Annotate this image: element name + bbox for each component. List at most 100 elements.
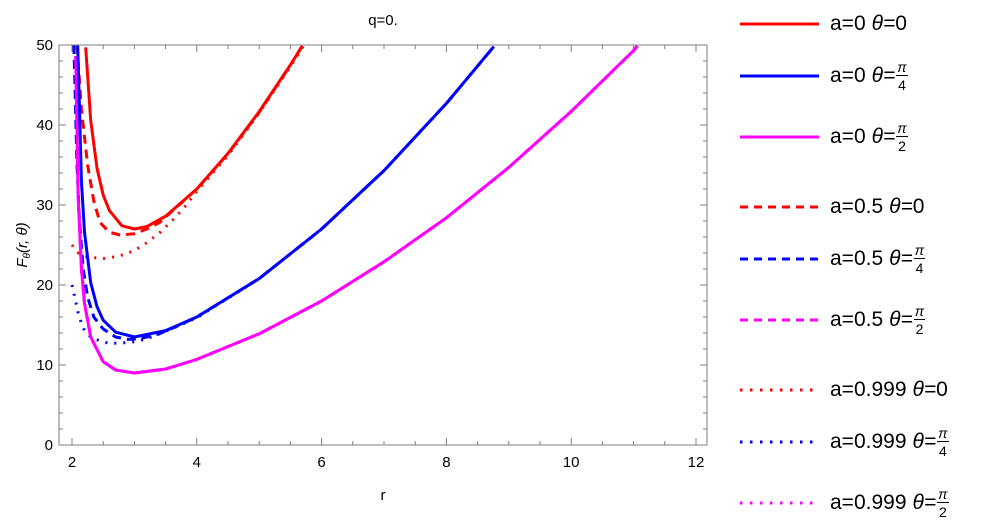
legend-label: a=0.5 θ= π 4 [830,239,926,279]
legend-swatch-icon [740,74,819,78]
legend-theta: θ= [889,247,913,270]
y-axis-label-sub: θ [22,252,33,258]
y-axis-label-main: F [14,258,31,268]
legend-swatch-icon [740,318,819,322]
plot-area [70,45,639,375]
y-tick-label: 40 [36,117,53,134]
legend-swatch-icon [740,135,819,139]
legend-theta: θ= [912,491,937,514]
legend-a-value: a=0.999 [830,491,907,514]
fraction-numerator: π [896,59,908,76]
series-curve [76,45,495,339]
legend-a-value: a=0 [830,64,866,87]
x-tick-label: 8 [442,454,450,471]
y-axis-label-args: (r, θ) [14,222,31,253]
legend-swatch-icon [740,440,819,444]
legend-swatch-icon [740,501,819,505]
x-tick-label: 12 [688,454,705,471]
fraction-numerator: π [896,120,908,137]
legend-theta: θ= [889,195,913,218]
legend-item: a=0.999 θ= π 4 [736,422,997,462]
legend-theta: θ= [912,430,937,453]
y-axis-label: Fθ(r, θ) [14,222,33,267]
legend-swatch-icon [740,22,819,26]
legend-item: a=0.5 θ= π 4 [736,239,997,279]
legend-item: a=0.5 θ= 0 [736,187,997,227]
legend-theta-value: 0 [912,195,925,218]
fraction-denominator: 2 [898,138,906,154]
legend-theta-value: 0 [895,12,907,35]
x-tick-label: 10 [563,454,580,471]
legend-theta: θ= [871,64,896,87]
legend-a-value: a=0.999 [830,378,907,401]
fraction-denominator: 4 [898,77,906,93]
svg-text:Fθ(r, θ): Fθ(r, θ) [14,222,33,267]
legend-swatch-icon [740,388,819,392]
legend-a-value: a=0.5 [830,195,884,218]
legend-a-value: a=0.5 [830,247,884,270]
fraction-numerator: π [913,242,926,259]
legend-theta: θ= [912,378,937,401]
x-tick-label: 4 [193,454,201,471]
y-tick-label: 20 [36,277,53,294]
fraction-numerator: π [937,425,949,442]
legend-theta: θ= [889,308,913,331]
data-curves [70,45,639,375]
series-curve [74,45,639,375]
legend-swatch-icon [740,257,819,261]
legend-item: a=0 θ= π 2 [736,117,997,157]
fraction-denominator: 4 [915,260,924,276]
legend-label: a=0.5 θ= 0 [830,187,924,227]
fraction-denominator: 2 [938,504,947,520]
series-curve [74,45,639,375]
series-curve [84,45,304,231]
legend-swatch-icon [740,205,819,209]
series-curve [74,45,639,375]
series-curve [72,45,495,341]
legend-theta: θ= [871,12,896,35]
legend-item: a=0 θ= π 4 [736,56,997,96]
fraction-denominator: 4 [938,443,947,459]
legend-label: a=0 θ= π 2 [830,117,908,157]
legend-label: a=0.999 θ= π 2 [830,483,949,523]
legend-a-value: a=0.5 [830,308,884,331]
legend-item: a=0.5 θ= π 2 [736,300,997,340]
chart-title: q=0. [368,12,398,29]
legend-theta-value: 0 [936,378,948,401]
legend-theta: θ= [871,125,896,148]
x-axis-label: r [381,487,386,504]
x-tick-label: 2 [68,454,76,471]
series-curve [70,45,306,261]
legend-item: a=0.999 θ= 0 [736,370,997,410]
legend-label: a=0.999 θ= 0 [830,370,948,410]
y-tick-label: 50 [36,37,53,54]
axis-tick-labels: 2 4 6 8 10 12 0 10 20 30 40 50 [36,37,704,471]
legend-a-value: a=0.999 [830,430,907,453]
legend-label: a=0 θ= π 4 [830,56,908,96]
legend-a-value: a=0 [830,125,866,148]
y-tick-label: 30 [36,197,53,214]
legend-item: a=0.999 θ= π 2 [736,483,997,523]
legend-a-value: a=0 [830,12,866,35]
y-tick-label: 0 [45,437,53,454]
fraction-numerator: π [937,486,949,503]
fraction-numerator: π [913,303,926,320]
legend-label: a=0.999 θ= π 4 [830,422,949,462]
legend-label: a=0 θ= 0 [830,4,907,44]
series-curve [70,45,495,345]
y-tick-label: 10 [36,357,53,374]
fraction-denominator: 2 [915,321,924,337]
axis-ticks [59,44,707,446]
series-curve [75,45,305,237]
plot-frame [58,44,708,446]
legend-item: a=0 θ= 0 [736,4,997,44]
legend-label: a=0.5 θ= π 2 [830,300,926,340]
x-tick-label: 6 [317,454,325,471]
